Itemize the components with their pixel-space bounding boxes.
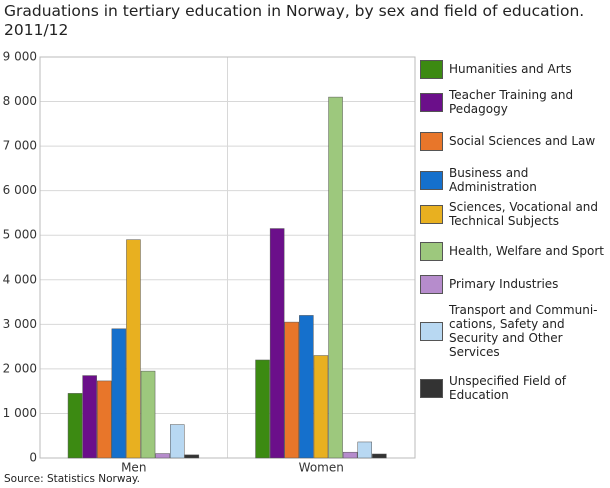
legend-label: Primary Industries (449, 277, 559, 291)
legend-label: Transport and Communi-cations, Safety an… (449, 303, 598, 359)
y-tick-label: 2 000 (3, 361, 37, 375)
legend-item: Humanities and Arts (420, 59, 606, 79)
legend-item: Sciences, Vocational and Technical Subje… (420, 200, 606, 228)
bar (111, 328, 127, 459)
y-tick-label: 3 000 (3, 317, 37, 331)
legend-item: Business and Administration (420, 166, 606, 194)
y-tick-label: 4 000 (3, 272, 37, 286)
legend-swatch (420, 131, 443, 151)
legend-swatch (420, 92, 443, 112)
chart-title: Graduations in tertiary education in Nor… (4, 2, 585, 39)
legend-label: Teacher Training and Pedagogy (449, 88, 574, 116)
bar (284, 321, 299, 459)
legend-item: Teacher Training and Pedagogy (420, 88, 606, 116)
bar (140, 370, 156, 459)
y-tick-label: 9 000 (3, 50, 37, 64)
legend-label: Humanities and Arts (449, 62, 572, 76)
legend-item: Primary Industries (420, 274, 606, 294)
bar (82, 375, 97, 459)
bar (313, 355, 329, 459)
legend-swatch (420, 378, 443, 398)
bar (97, 380, 112, 459)
legend-swatch (420, 170, 443, 190)
bar (170, 424, 185, 459)
y-tick-label: 0 (29, 451, 37, 465)
legend-item: Health, Welfare and Sport (420, 241, 606, 261)
bar (357, 441, 372, 459)
legend-item: Social Sciences and Law (420, 131, 606, 151)
legend-label: Unspecified Field of Education (449, 374, 567, 402)
legend-swatch (420, 204, 443, 224)
bar (255, 359, 270, 459)
y-tick-label: 8 000 (3, 94, 37, 108)
legend-item: Transport and Communi-cations, Safety an… (420, 303, 606, 359)
bar (342, 451, 358, 459)
legend-swatch (420, 321, 443, 341)
legend-label: Sciences, Vocational and Technical Subje… (449, 200, 599, 228)
legend-swatch (420, 274, 443, 294)
y-tick-label: 5 000 (3, 228, 37, 242)
bar (372, 453, 387, 459)
y-tick-label: 6 000 (3, 183, 37, 197)
bar (269, 228, 285, 459)
legend-swatch (420, 59, 443, 79)
legend-item: Unspecified Field of Education (420, 374, 606, 402)
y-tick-label: 1 000 (3, 406, 37, 420)
y-tick-label: 7 000 (3, 139, 37, 153)
bar (184, 454, 200, 459)
bar (328, 96, 343, 459)
bar (299, 315, 314, 459)
source-note: Source: Statistics Norway. (4, 473, 140, 485)
legend-label: Business and Administration (449, 166, 537, 194)
x-tick-label: Women (299, 461, 344, 475)
bar (126, 239, 141, 459)
bar (155, 453, 170, 459)
bar (67, 393, 83, 459)
legend-label: Social Sciences and Law (449, 134, 596, 148)
x-tick-label: Men (121, 461, 146, 475)
legend-label: Health, Welfare and Sport (449, 244, 604, 258)
legend-swatch (420, 241, 443, 261)
plot-frame (39, 56, 416, 459)
